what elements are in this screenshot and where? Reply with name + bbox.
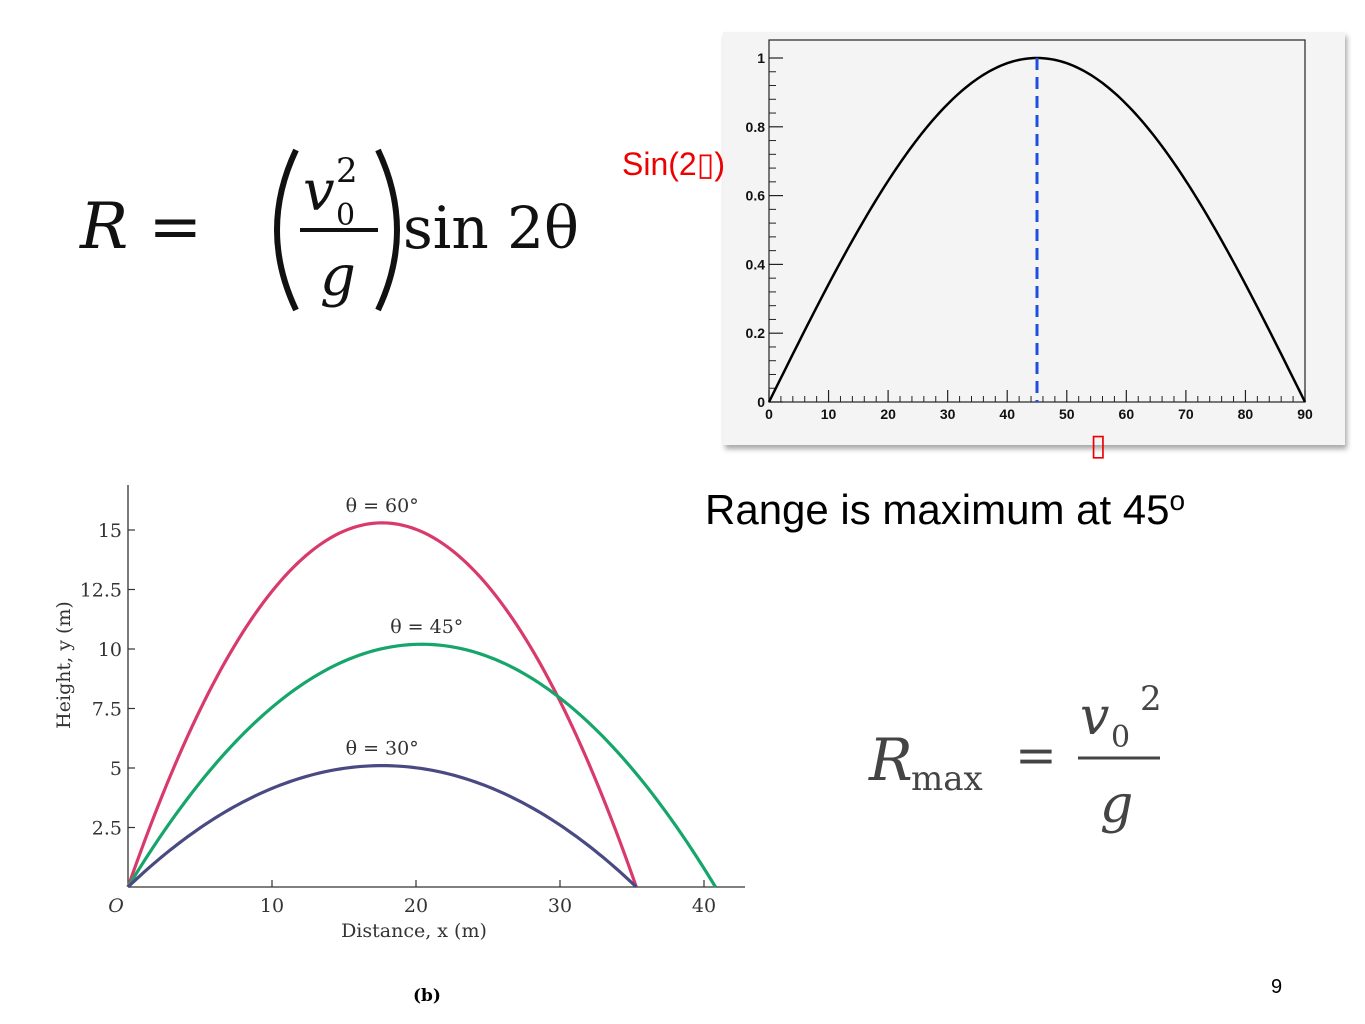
right-paren [375, 148, 400, 312]
trajectory-axes: O 10 20 30 40 2.5 5 7.5 10 12.5 15 [80, 485, 745, 917]
y-tick-label: 10 [98, 639, 122, 661]
x-tick-label: 10 [260, 895, 284, 917]
rmax-numerator: v [1080, 687, 1109, 747]
rmax-lhs: R [868, 726, 913, 794]
x-tick-label: 20 [404, 895, 428, 917]
sin-plot: 0 10 20 30 40 50 60 70 80 90 0 0.2 0.4 0.6 0.8 1 [746, 39, 1313, 422]
trajectory-curve [126, 764, 638, 889]
x-tick-label: 30 [548, 895, 572, 917]
formula-rhs: sin 2θ [403, 194, 579, 262]
x-tick-label: 10 [821, 406, 837, 422]
range-statement: Range is maximum at 45o [705, 486, 1185, 534]
x-tick-label: 90 [1297, 406, 1313, 422]
sin-plot-frame: 0 10 20 30 40 50 60 70 80 90 0 0.2 0.4 0.6 0.8 1 [723, 32, 1345, 445]
page-number: 9 [1271, 976, 1283, 998]
trajectory-curve [126, 642, 717, 888]
trajectory-curve [126, 521, 638, 888]
y-tick-label: 2.5 [92, 818, 122, 840]
range-formula: R = v 2 0 g sin 2θ [79, 148, 579, 312]
y-tick-label: 0.8 [746, 119, 766, 135]
rmax-formula: R max = v 0 2 g [868, 679, 1162, 835]
left-paren [274, 148, 299, 312]
y-tick-label: 0.2 [746, 325, 766, 341]
y-tick-label: 0.4 [746, 256, 766, 272]
x-tick-label: O [108, 895, 124, 917]
x-tick-label: 20 [880, 406, 896, 422]
rmax-equals: = [1015, 726, 1057, 784]
degree-superscript: o [1169, 485, 1186, 516]
formula-numerator: v [303, 159, 335, 224]
y-tick-label: 1 [757, 50, 765, 66]
trajectory-curves: θ = 60° θ = 45° θ = 30° [126, 495, 717, 889]
x-tick-label: 80 [1238, 406, 1254, 422]
trajectory-y-label: Height, y (m) [53, 601, 75, 729]
y-tick-label: 15 [98, 520, 122, 542]
formula-denominator: g [320, 244, 356, 309]
rmax-lhs-sub: max [911, 759, 983, 799]
rmax-numerator-sup: 2 [1140, 679, 1162, 719]
x-tick-label: 50 [1059, 406, 1075, 422]
x-tick-label: 40 [999, 406, 1015, 422]
y-tick-label: 7.5 [92, 699, 122, 721]
x-tick-label: 60 [1119, 406, 1135, 422]
x-tick-label: 70 [1178, 406, 1194, 422]
range-statement-text: Range is maximum at 45 [705, 486, 1170, 533]
formula-numerator-sub: 0 [336, 198, 355, 233]
rmax-denominator: g [1100, 775, 1133, 835]
x-tick-label: 30 [940, 406, 956, 422]
sin-plot-ticks: 0 10 20 30 40 50 60 70 80 90 0 0.2 0.4 0.6 0.8 1 [746, 50, 1313, 422]
trajectory-label: θ = 45° [390, 616, 463, 638]
rmax-numerator-sub: 0 [1111, 720, 1130, 755]
formula-lhs: R = [79, 190, 202, 264]
trajectory-x-label: Distance, x (m) [341, 920, 487, 942]
y-tick-label: 12.5 [80, 580, 122, 602]
x-tick-label: 0 [765, 406, 773, 422]
trajectory-label: θ = 30° [346, 738, 419, 760]
y-tick-label: 0.6 [746, 188, 766, 204]
formula-numerator-sup: 2 [336, 151, 358, 191]
y-tick-label: 5 [110, 758, 122, 780]
theta-x-axis-label: ▯ [1090, 429, 1107, 462]
panel-label: (b) [413, 986, 441, 1006]
y-tick-label: 0 [757, 394, 765, 410]
trajectory-label: θ = 60° [346, 495, 419, 517]
x-tick-label: 40 [692, 895, 716, 917]
sin-y-axis-label: Sin(2▯) [622, 146, 725, 182]
